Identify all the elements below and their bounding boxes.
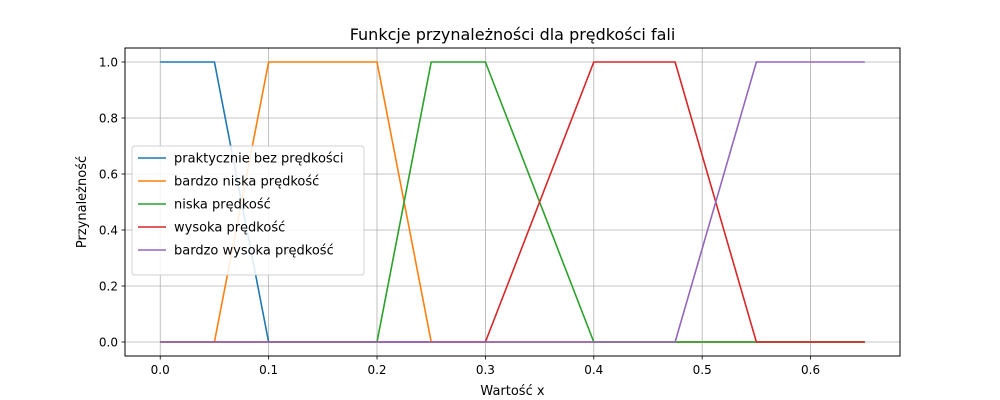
y-tick-label: 1.0 [99, 56, 118, 70]
legend-label: bardzo wysoka prędkość [174, 244, 334, 259]
legend-label: bardzo niska prędkość [174, 175, 319, 190]
x-tick-label: 0.1 [259, 363, 278, 377]
x-tick-label: 0.2 [367, 363, 386, 377]
plot-frame [124, 47, 901, 357]
y-tick-label: 0.0 [99, 336, 118, 350]
y-tick-label: 0.4 [99, 224, 118, 238]
x-tick-label: 0.3 [476, 363, 495, 377]
series-line-5 [160, 61, 865, 343]
x-tick-label: 0.6 [801, 363, 820, 377]
x-tick-label: 0.5 [693, 363, 712, 377]
x-tick-label: 0.4 [584, 363, 603, 377]
legend-label: praktycznie bez prędkości [174, 152, 343, 167]
legend-label: niska prędkość [174, 198, 271, 213]
chart-title: Funkcje przynależności dla prędkości fal… [350, 25, 676, 44]
y-tick-label: 0.2 [99, 280, 118, 294]
legend-label: wysoka prędkość [174, 221, 285, 236]
y-axis-title: Przynależność [75, 156, 90, 248]
y-tick-label: 0.6 [99, 168, 118, 182]
x-tick-label: 0.0 [151, 363, 170, 377]
ticks: 0.0 0.1 0.2 0.3 0.4 0.5 0.6 0.0 0.2 0.4 0.6 0.8 1.0 [99, 56, 820, 378]
legend-box [131, 145, 365, 276]
x-axis-title: Wartość x [480, 384, 544, 399]
y-tick-label: 0.8 [99, 112, 118, 126]
legend: praktycznie bez prędkości bardzo niska pr… [131, 145, 365, 276]
